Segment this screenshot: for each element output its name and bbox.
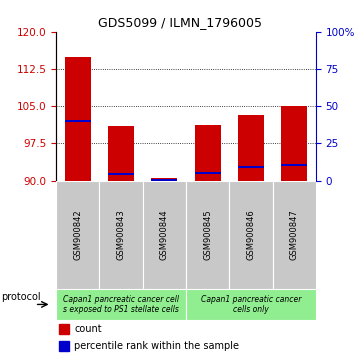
Bar bbox=[281, 164, 307, 166]
Text: GSM900843: GSM900843 bbox=[117, 209, 125, 260]
FancyBboxPatch shape bbox=[186, 289, 316, 320]
Bar bbox=[58, 341, 69, 350]
Bar bbox=[65, 120, 91, 122]
Bar bbox=[281, 106, 307, 181]
Text: protocol: protocol bbox=[1, 292, 41, 302]
Bar bbox=[238, 166, 264, 167]
FancyBboxPatch shape bbox=[186, 181, 229, 289]
Text: Capan1 pancreatic cancer cell
s exposed to PS1 stellate cells: Capan1 pancreatic cancer cell s exposed … bbox=[63, 295, 179, 314]
Text: GSM900845: GSM900845 bbox=[203, 209, 212, 260]
Text: GSM900842: GSM900842 bbox=[73, 209, 82, 260]
Text: GDS5099 / ILMN_1796005: GDS5099 / ILMN_1796005 bbox=[99, 17, 262, 29]
Text: percentile rank within the sample: percentile rank within the sample bbox=[74, 341, 239, 350]
FancyBboxPatch shape bbox=[56, 181, 99, 289]
Text: count: count bbox=[74, 325, 102, 335]
Bar bbox=[195, 172, 221, 174]
Bar bbox=[151, 179, 177, 181]
Text: GSM900844: GSM900844 bbox=[160, 209, 169, 260]
FancyBboxPatch shape bbox=[56, 289, 186, 320]
Bar bbox=[108, 173, 134, 175]
Text: GSM900846: GSM900846 bbox=[247, 209, 255, 260]
FancyBboxPatch shape bbox=[99, 181, 143, 289]
Text: Capan1 pancreatic cancer
cells only: Capan1 pancreatic cancer cells only bbox=[201, 295, 301, 314]
Bar bbox=[65, 57, 91, 181]
FancyBboxPatch shape bbox=[273, 181, 316, 289]
Bar bbox=[151, 178, 177, 181]
FancyBboxPatch shape bbox=[229, 181, 273, 289]
Bar bbox=[238, 115, 264, 181]
Bar bbox=[108, 126, 134, 181]
Bar bbox=[195, 125, 221, 181]
Bar bbox=[58, 324, 69, 335]
Text: GSM900847: GSM900847 bbox=[290, 209, 299, 260]
FancyBboxPatch shape bbox=[143, 181, 186, 289]
